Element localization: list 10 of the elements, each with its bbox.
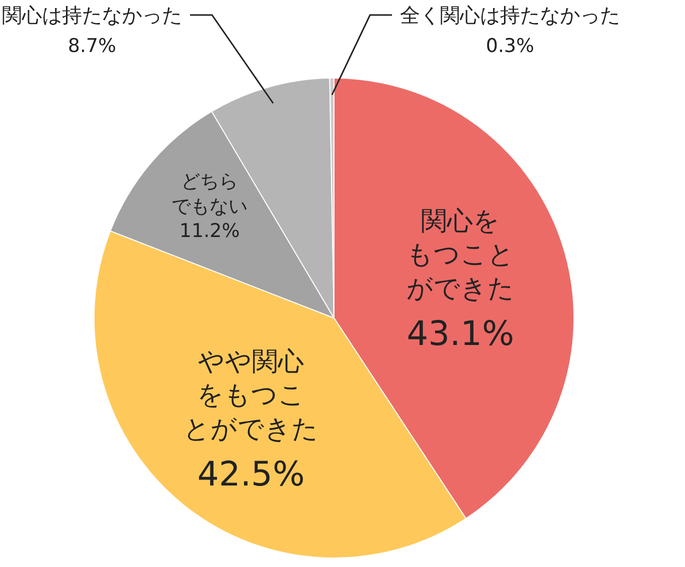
data-label: 0.3% bbox=[486, 35, 534, 57]
data-label: 8.7% bbox=[68, 35, 116, 57]
slice-label: 全く関心は持たなかった bbox=[400, 3, 620, 27]
slice-label: どちらでもない bbox=[172, 170, 248, 218]
data-label: 11.2% bbox=[179, 220, 240, 242]
slice-label: やや関心をもつことができた bbox=[184, 346, 318, 445]
slice-label: 関心をもつことができた bbox=[406, 206, 514, 304]
data-label: 42.5% bbox=[197, 454, 305, 494]
data-label: 43.1% bbox=[406, 314, 514, 353]
slice-label: 関心は持たなかった bbox=[2, 3, 182, 27]
